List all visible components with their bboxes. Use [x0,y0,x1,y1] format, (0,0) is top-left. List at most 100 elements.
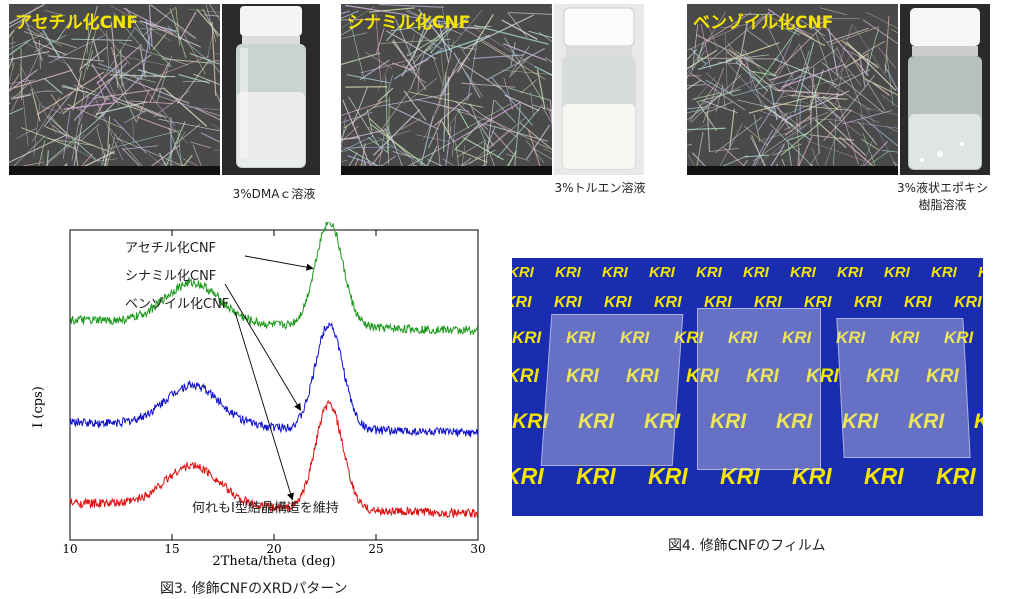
film-kri-text: KRI [620,328,650,347]
fiber-strand [434,68,455,115]
fiber-strand [20,127,76,150]
fiber-strand [47,112,106,163]
fiber-strand [766,114,792,145]
series-label-0: アセチル化CNF [125,241,216,256]
fiber-strand [735,61,769,92]
fiber-strand [189,52,220,65]
film-kri-text: KRI [696,264,722,281]
fiber-strand [704,101,734,114]
fiber-strand [854,141,889,175]
fiber-strand [706,112,711,153]
film-kri-text: KRI [566,366,599,387]
film-sample-middle [697,308,821,470]
fiber-strand [455,142,459,167]
fiber-strand [407,37,450,63]
fiber-strand [405,10,463,35]
fiber-strand [118,41,188,66]
fiber-strand [519,122,552,151]
film-kri-text: KRI [728,328,758,347]
fiber-strand [118,54,152,80]
fiber-strand [532,104,552,111]
fiber-strand [751,70,777,77]
fiber-strand [826,27,869,43]
fiber-strand [343,152,358,175]
fiber-strand [837,24,853,72]
fiber-strand [175,8,180,46]
fiber-strand [753,114,761,142]
fiber-strand [9,33,44,50]
fiber-strand [52,124,71,140]
fiber-strand [757,119,814,165]
fiber-strand [215,92,220,104]
film-kri-text: KRI [686,366,719,387]
fiber-strand [540,104,552,123]
fiber-strand [341,5,376,29]
fiber-strand [835,94,859,165]
fiber-strand [468,128,511,165]
fiber-strand [698,88,741,103]
fiber-strand [104,133,116,175]
film-kri-text: KRI [720,463,760,489]
fiber-strand [440,52,448,120]
fiber-strand [502,70,552,75]
fiber-texture [687,7,898,175]
series-pointer-1 [224,283,301,411]
fiber-strand [9,62,15,85]
fiber-strand [794,41,815,113]
film-kri-text: KRI [555,264,581,281]
film-kri-text: KRI [576,463,616,489]
x-axis-label: 2Theta/theta (deg) [212,554,335,567]
x-tick-label: 20 [266,542,281,556]
fiber-strand [66,64,84,90]
fiber-strand [9,41,16,45]
fiber-strand [9,102,11,105]
fiber-strand [549,99,552,131]
fiber-strand [692,92,720,100]
fiber-strand [449,57,467,79]
fiber-strand [457,139,487,158]
fiber-strand [504,37,544,103]
fiber-strand [341,52,381,66]
fiber-strand [751,134,765,167]
fiber-strand [48,114,68,135]
fiber-strand [412,19,454,65]
fiber-strand [470,103,498,174]
fiber-strand [784,115,812,136]
fiber-strand [700,24,712,70]
fiber-strand [823,50,854,99]
fiber-strand [96,44,143,84]
fiber-strand [808,69,824,112]
fiber-strand [13,69,73,89]
fiber-strand [767,8,814,40]
fiber-strand [22,13,43,61]
fiber-strand [409,91,484,108]
fiber-strand [44,10,66,17]
fiber-strand [807,118,842,121]
fiber-strand [838,75,875,120]
film-kri-text: KRI [674,328,704,347]
fiber-strand [341,125,359,143]
fiber-strand [368,126,394,141]
film-kri-text: KRI [837,264,863,281]
fiber-strand [149,4,197,40]
fiber-strand [9,51,50,61]
fiber-strand [406,16,471,57]
fiber-strand [9,69,39,92]
fiber-strand [467,103,492,123]
fiber-strand [214,52,220,56]
fiber-strand [107,79,120,107]
fiber-strand [549,5,552,9]
film-kri-text: KRI [512,366,539,387]
fiber-texture [341,4,552,175]
fiber-strand [510,41,516,66]
fiber-strand [132,117,134,143]
fiber-strand [73,62,128,122]
fiber-strand [508,55,530,78]
film-kri-text: KRI [512,264,534,281]
fiber-strand [440,120,455,143]
fiber-strand [864,78,898,96]
x-tick-label: 15 [164,542,179,556]
fiber-strand [828,120,867,156]
fiber-strand [62,74,117,114]
fiber-strand [372,108,421,156]
